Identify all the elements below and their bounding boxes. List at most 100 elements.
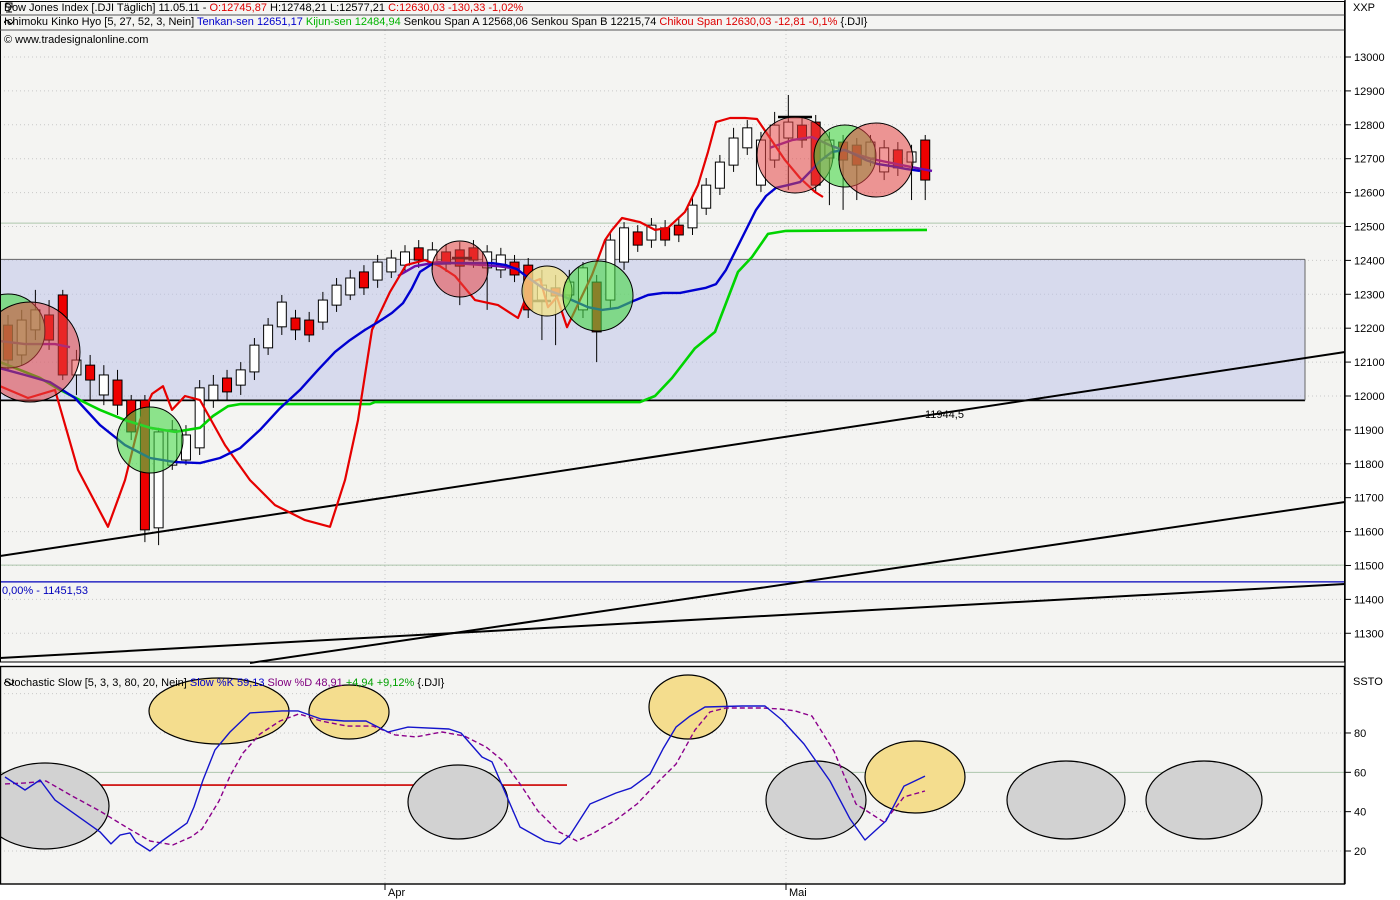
time-axis-label[interactable]: Apr (388, 887, 405, 899)
candle-body (85, 364, 96, 381)
candle-body (276, 301, 287, 328)
candle-body (222, 377, 233, 393)
sto-highlight-ellipse-yellow[interactable] (864, 740, 966, 814)
sto-highlight-ellipse-gray[interactable] (1145, 760, 1263, 840)
legend-segment: Tenkan-sen 12651,17 (197, 16, 306, 28)
candle-body (345, 277, 356, 296)
price-axis-label[interactable]: 12300 (1354, 289, 1385, 301)
trendline[interactable] (249, 501, 1346, 664)
candle-body (619, 227, 630, 263)
price-axis-label[interactable]: 11800 (1354, 459, 1384, 471)
legend-segment: C:12630,03 -130,33 -1,02% (388, 2, 524, 14)
sto-highlight-ellipse-gray[interactable] (765, 760, 867, 840)
copyright-text: www.tradesignalonline.com (15, 34, 149, 46)
trendline[interactable] (0, 583, 1346, 659)
highlight-circle-green[interactable] (562, 260, 634, 332)
kijun-sen-line (0, 228, 928, 434)
legend-segment: {.DJI} (840, 16, 868, 28)
copyright-icon: © (4, 34, 16, 46)
price-zone-rectangle[interactable] (0, 259, 1305, 401)
legend-segment: Kijun-sen 12484,94 (305, 16, 404, 28)
candle-body (400, 251, 411, 266)
price-axis-label[interactable]: 12200 (1354, 323, 1385, 335)
legend-segment: Slow %K 59,13 (189, 677, 268, 689)
candle-body (920, 139, 931, 181)
time-axis-label[interactable]: Mai (789, 887, 807, 899)
candle-body (208, 384, 219, 401)
price-axis-label[interactable]: 11300 (1354, 628, 1384, 640)
symbol-pane-label: XXP (1353, 2, 1376, 14)
price-axis-label[interactable]: 12000 (1354, 391, 1385, 403)
candle-body (742, 127, 753, 149)
candle-body (673, 224, 684, 236)
legend-segment: {.DJI} (417, 677, 445, 689)
candle-body (632, 231, 643, 246)
price-axis-label[interactable]: 11700 (1354, 493, 1384, 505)
legend-segment: Stochastic Slow [5, 3, 3, 80, 20, Nein] (4, 677, 190, 689)
candle-body (701, 184, 712, 209)
price-axis-label[interactable]: 11600 (1354, 527, 1384, 539)
price-axis-label[interactable]: 12600 (1354, 188, 1385, 200)
legend-segment: H:12748,21 L:12577,21 (270, 2, 389, 14)
legend-segment: Chikou Span 12630,03 -12,81 -0,1% (659, 16, 841, 28)
price-axis-label[interactable]: 12400 (1354, 255, 1385, 267)
indicator-wave-icon (4, 680, 14, 686)
sto-axis-label[interactable]: 80 (1354, 728, 1366, 740)
sto-highlight-ellipse-gray[interactable] (407, 764, 509, 840)
candle-body (304, 319, 315, 336)
candle-body (317, 299, 328, 323)
sto-highlight-ellipse-yellow[interactable] (308, 684, 390, 740)
legend-segment: Slow %D 48,91 (267, 677, 346, 689)
candle-body (249, 344, 260, 373)
indicator-wave-icon (4, 19, 14, 25)
legend-segment: Senkou Span A 12568,06 Senkou Span B 122… (403, 16, 660, 28)
highlight-circle-red[interactable] (431, 240, 489, 298)
price-axis-label[interactable]: 12500 (1354, 221, 1385, 233)
highlight-circle-green[interactable] (116, 406, 184, 474)
highlight-circle-red[interactable] (0, 301, 81, 403)
candle-body (372, 261, 383, 281)
chart-title-row: Dow Jones Index [.DJI Täglich] 11.05.11 … (4, 2, 523, 14)
price-axis-label[interactable]: 11500 (1354, 560, 1384, 572)
price-axis-label[interactable]: 12700 (1354, 154, 1385, 166)
price-axis-label[interactable]: 11900 (1354, 425, 1384, 437)
candle-body (728, 137, 739, 166)
slow-k-line (4, 705, 926, 852)
highlight-circle-red[interactable] (838, 122, 914, 198)
candle-body (112, 379, 123, 406)
chikou-span-line (0, 116, 824, 528)
sto-axis-label[interactable]: 40 (1354, 807, 1366, 819)
sto-highlight-ellipse-gray[interactable] (1006, 760, 1126, 840)
price-axis-label[interactable]: 12900 (1354, 86, 1385, 98)
price-axis-label[interactable]: 12100 (1354, 357, 1385, 369)
copyright-row: © www.tradesignalonline.com (4, 34, 148, 46)
candle-body (646, 224, 657, 241)
trendline[interactable] (0, 351, 1346, 557)
candle-body (386, 257, 397, 273)
sto-highlight-ellipse-gray[interactable] (0, 762, 110, 850)
candle-body (194, 387, 205, 449)
candle-body (495, 254, 506, 271)
price-axis-label[interactable]: 12800 (1354, 120, 1385, 132)
candle-body (235, 369, 246, 386)
candle-body (687, 204, 698, 229)
legend-segment: O:12745,87 (209, 2, 271, 14)
fibonacci-zero-label: 0,00% - 11451,53 (2, 585, 88, 597)
legend-segment: Dow Jones Index [.DJI Täglich] 11.05.11 … (4, 2, 210, 14)
candle-body (263, 324, 274, 349)
candle-body (98, 374, 109, 396)
price-axis-label[interactable]: 13000 (1354, 52, 1385, 64)
stochastic-pane-label: SSTO (1353, 676, 1383, 688)
candle-body (358, 271, 369, 289)
ichimoku-legend-row: Ichimoku Kinko Hyo [5, 27, 52, 3, Nein] … (4, 16, 867, 28)
candle-body (413, 247, 424, 261)
candle-body (331, 284, 342, 306)
sto-axis-label[interactable]: 60 (1354, 767, 1366, 779)
trendline-value-label: 11944,5 (925, 409, 964, 421)
sto-axis-label[interactable]: 20 (1354, 846, 1366, 858)
price-axis-label[interactable]: 11400 (1354, 594, 1384, 606)
legend-segment: +4,94 +9,12% (345, 677, 418, 689)
candle-body (714, 161, 725, 189)
